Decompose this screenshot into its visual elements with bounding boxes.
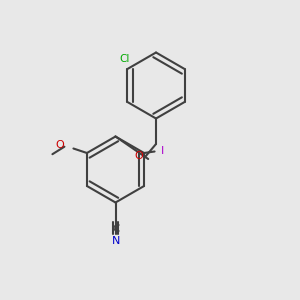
Text: O: O — [56, 140, 64, 151]
Text: O: O — [135, 151, 144, 161]
Text: C: C — [112, 224, 120, 233]
Text: I: I — [160, 146, 164, 157]
Text: N: N — [112, 236, 120, 246]
Text: Cl: Cl — [119, 55, 130, 64]
